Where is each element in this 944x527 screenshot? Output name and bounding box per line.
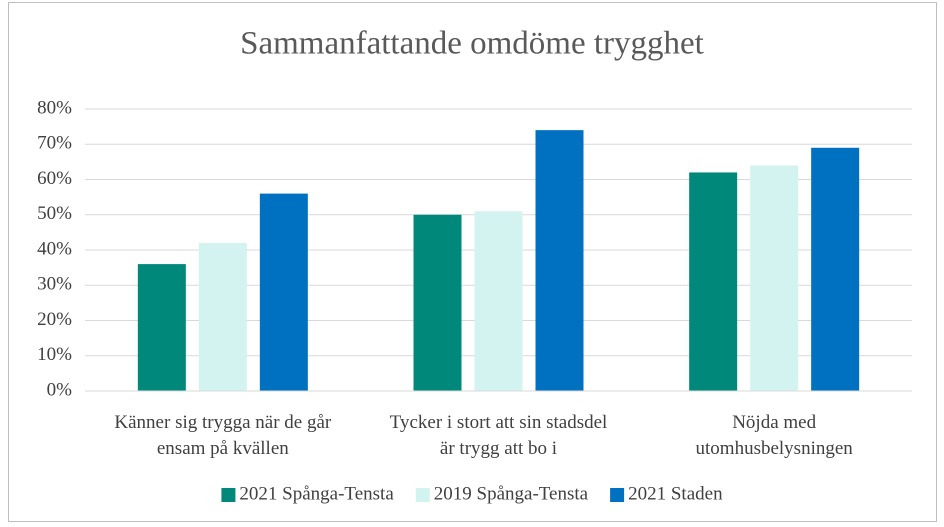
legend-label: 2019 Spånga-Tensta [434, 483, 589, 504]
bar [750, 165, 799, 391]
y-tick-label: 70% [37, 133, 72, 154]
bar [198, 242, 247, 391]
y-tick-label: 80% [37, 97, 72, 118]
chart-title: Sammanfattande omdöme trygghet [240, 26, 704, 62]
bar [535, 130, 584, 391]
legend-swatch [415, 488, 430, 502]
y-tick-label: 30% [37, 274, 72, 295]
y-tick-label: 60% [37, 168, 72, 189]
legend-swatch [221, 488, 236, 502]
y-tick-label: 20% [37, 309, 72, 330]
bar [259, 193, 308, 391]
bar [689, 172, 738, 391]
legend-label: 2021 Staden [628, 483, 723, 504]
y-tick-label: 10% [37, 344, 72, 365]
legend-swatch [610, 488, 625, 502]
x-tick-label: Känner sig trygga när de går ensam på kv… [114, 412, 332, 459]
bar [811, 147, 860, 391]
bar [474, 211, 523, 391]
y-tick-label: 50% [37, 203, 72, 224]
bar [137, 264, 186, 391]
x-tick-label: Nöjda med utomhusbelysningen [695, 412, 853, 459]
y-tick-label: 0% [47, 379, 73, 400]
y-tick-label: 40% [37, 238, 72, 259]
legend-label: 2021 Spånga-Tensta [239, 483, 394, 504]
x-tick-label: Tycker i stort att sin stadsdel är trygg… [389, 412, 608, 459]
bar [413, 214, 462, 391]
